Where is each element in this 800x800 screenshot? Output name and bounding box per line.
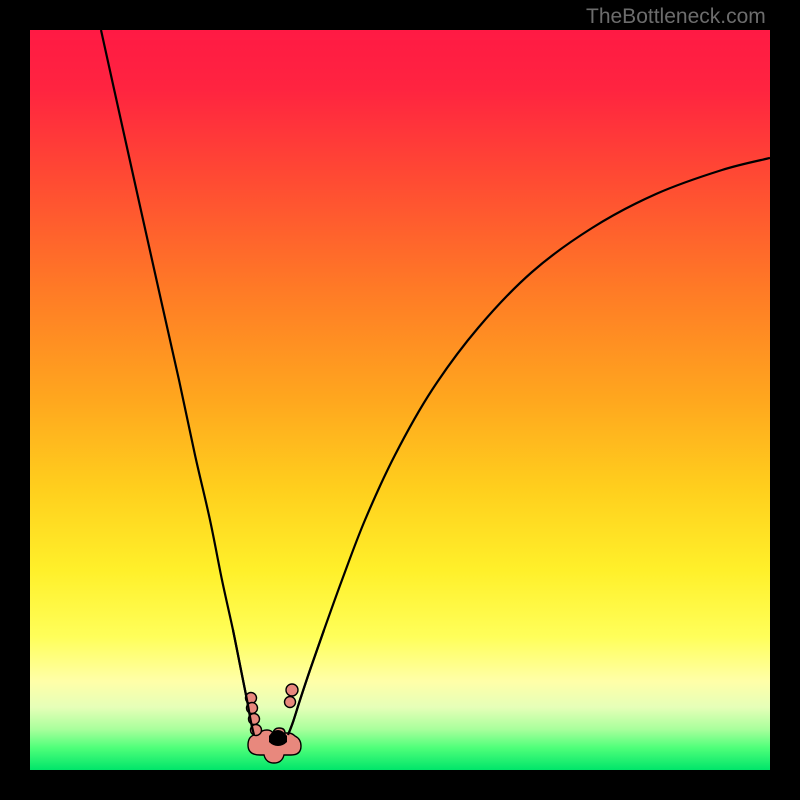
watermark-text: TheBottleneck.com [586,5,766,29]
bottleneck-curve-chart [30,30,770,770]
trough-right-dot-1 [285,697,296,708]
gradient-background [30,30,770,770]
plot-area [30,30,770,770]
trough-right-dot-0 [286,684,298,696]
